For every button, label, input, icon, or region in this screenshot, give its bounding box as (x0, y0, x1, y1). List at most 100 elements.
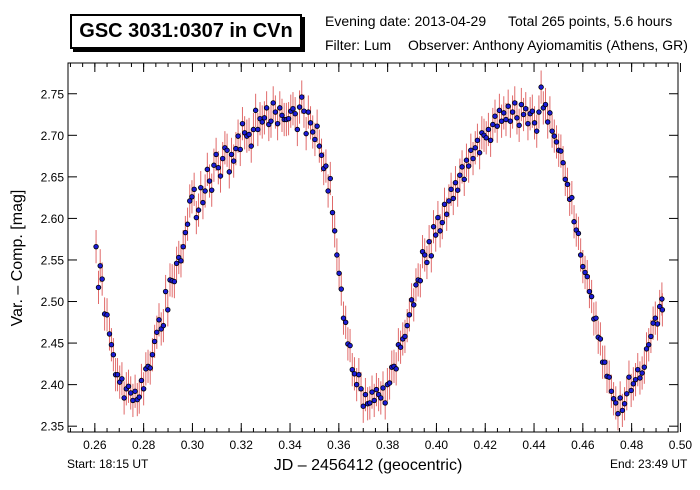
data-point (301, 108, 307, 114)
data-point (353, 381, 360, 388)
data-point (114, 371, 121, 378)
data-point (476, 150, 483, 156)
data-point (204, 166, 211, 173)
data-point (154, 329, 160, 335)
data-point (151, 338, 158, 345)
y-tick-label: 2.65 (41, 170, 65, 184)
data-point (588, 293, 595, 300)
data-point (316, 143, 323, 149)
data-point (468, 147, 474, 153)
data-point (586, 288, 593, 295)
evening-date: Evening date: 2013-04-29 (325, 13, 487, 29)
data-point (307, 120, 314, 126)
data-point (312, 136, 318, 143)
data-point (182, 229, 189, 236)
data-point (314, 123, 320, 129)
end-time: End: 23:49 UT (610, 457, 688, 471)
data-point (584, 273, 590, 280)
data-point (252, 107, 259, 114)
data-point (202, 188, 208, 194)
data-point (380, 385, 386, 391)
data-point (632, 376, 639, 383)
data-point (272, 109, 279, 115)
data-point (553, 139, 560, 145)
data-point (454, 187, 461, 193)
data-point (268, 118, 274, 124)
data-point (360, 403, 366, 409)
data-point (187, 198, 193, 204)
data-point (382, 400, 388, 406)
data-point (613, 400, 619, 406)
data-point (342, 319, 349, 325)
y-tick-label: 2.55 (41, 253, 65, 267)
data-point (224, 147, 230, 153)
x-tick-label: 0.38 (376, 438, 400, 452)
data-point (110, 352, 117, 358)
total-points: Total 265 points, 5.6 hours (508, 13, 673, 29)
data-point (558, 148, 564, 154)
data-point (551, 133, 557, 139)
data-point (494, 123, 500, 129)
data-point (351, 371, 358, 377)
data-point (617, 395, 623, 401)
plot-frame (67, 62, 679, 433)
x-tick-label: 0.36 (327, 438, 351, 452)
x-tick-label: 0.44 (522, 438, 546, 452)
data-point (470, 155, 476, 162)
data-point (619, 407, 626, 414)
data-point (637, 375, 643, 381)
y-tick-label: 2.60 (41, 212, 65, 226)
data-point (472, 145, 478, 151)
data-point (294, 126, 301, 133)
data-point (206, 178, 213, 184)
data-point (358, 386, 364, 392)
data-point (329, 209, 336, 216)
data-point (121, 395, 127, 401)
data-point (305, 109, 312, 115)
data-point (246, 131, 252, 138)
data-point (650, 320, 656, 326)
data-point (128, 390, 134, 396)
data-point (125, 383, 132, 389)
data-point (397, 344, 404, 350)
data-point (641, 364, 648, 370)
data-point (334, 252, 340, 258)
data-point (95, 284, 102, 291)
data-point (514, 115, 520, 121)
data-point (140, 386, 147, 392)
data-point (371, 397, 377, 404)
data-point (195, 207, 202, 213)
data-point (487, 137, 494, 143)
x-axis-label: JD – 2456412 (geocentric) (273, 457, 463, 474)
data-point (509, 109, 516, 115)
data-point (659, 296, 665, 302)
x-tick-label: 0.32 (230, 438, 254, 452)
data-point (310, 129, 316, 135)
data-point (441, 201, 448, 207)
data-point (463, 157, 470, 163)
data-point (356, 371, 362, 378)
data-point (209, 187, 215, 193)
data-point (367, 400, 373, 406)
data-point (457, 172, 463, 178)
data-point (193, 214, 200, 221)
data-point (173, 260, 180, 266)
data-point (443, 211, 450, 217)
data-point (406, 312, 413, 318)
data-point (459, 164, 465, 170)
data-point (490, 121, 496, 128)
data-point (448, 186, 454, 193)
data-point (393, 366, 399, 372)
data-point (542, 101, 549, 108)
data-point (104, 312, 110, 318)
data-point (659, 307, 666, 313)
data-point (474, 137, 481, 143)
data-point (233, 145, 239, 152)
data-point (450, 195, 456, 202)
data-point (261, 115, 268, 121)
x-tick-label: 0.46 (571, 438, 595, 452)
data-point (259, 119, 265, 125)
data-point (285, 115, 292, 122)
data-point (349, 366, 355, 373)
